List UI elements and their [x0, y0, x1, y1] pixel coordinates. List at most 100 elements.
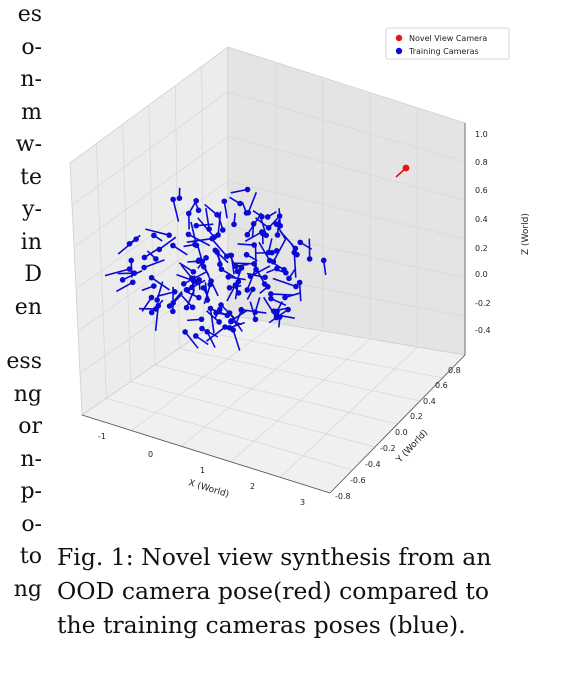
- training-camera-point: [220, 227, 226, 233]
- training-camera-point: [243, 210, 250, 216]
- training-camera-point: [141, 254, 148, 261]
- x-tick-label: 1: [200, 466, 205, 475]
- training-camera-point: [251, 261, 257, 267]
- caption-line-3: the training cameras poses (blue).: [57, 611, 466, 639]
- training-camera-point: [193, 242, 200, 249]
- training-camera-point: [238, 265, 245, 271]
- y-tick-label: 0.8: [448, 366, 461, 375]
- training-camera-direction: [268, 308, 289, 324]
- training-camera-point: [274, 232, 281, 238]
- training-camera-point: [216, 319, 222, 325]
- training-camera-direction: [246, 268, 257, 291]
- training-camera-point: [200, 285, 207, 291]
- training-camera-point: [185, 231, 192, 238]
- y-tick-label: -0.2: [380, 444, 396, 453]
- training-camera-point: [166, 232, 172, 238]
- training-camera-direction: [246, 272, 266, 279]
- training-camera-direction: [187, 279, 206, 291]
- training-camera-direction: [205, 207, 210, 230]
- training-camera-direction: [231, 262, 255, 265]
- training-camera-point: [228, 318, 234, 324]
- y-tick-label: -0.6: [350, 476, 366, 485]
- training-camera-point: [192, 333, 199, 339]
- left-column-fragment: es: [17, 2, 42, 27]
- training-camera-point: [230, 327, 236, 333]
- left-column-fragment: p-: [20, 479, 42, 504]
- y-tick-label: 0.4: [423, 397, 436, 406]
- training-camera-point: [151, 232, 157, 239]
- z-tick-label: 1.0: [475, 130, 488, 139]
- training-camera-point: [189, 275, 195, 281]
- training-camera-point: [170, 308, 176, 315]
- training-camera-point: [274, 308, 280, 315]
- training-camera-direction: [230, 188, 248, 194]
- training-camera-direction: [246, 212, 263, 236]
- training-camera-direction: [234, 309, 243, 327]
- y-tick-label: 0.6: [435, 381, 448, 390]
- training-camera-direction: [145, 228, 170, 236]
- training-camera-point: [198, 316, 205, 323]
- training-camera-direction: [272, 277, 297, 288]
- training-camera-point: [259, 213, 265, 220]
- training-camera-point: [244, 186, 251, 193]
- training-camera-direction: [205, 310, 220, 323]
- training-camera-point: [209, 235, 216, 242]
- left-column-fragment: ng: [13, 576, 42, 602]
- left-column-fragment: w-: [15, 132, 42, 157]
- legend-training-marker: [395, 47, 403, 55]
- z-tick-label: 0.0: [475, 270, 488, 279]
- training-camera-point: [166, 303, 173, 309]
- back-pane: [227, 46, 466, 356]
- z-tick-label: -0.4: [475, 326, 491, 335]
- training-camera-point: [223, 253, 230, 260]
- training-camera-direction: [216, 211, 224, 231]
- training-camera-direction: [197, 217, 215, 238]
- training-camera-point: [252, 316, 259, 323]
- training-camera-point: [237, 200, 243, 207]
- training-camera-point: [190, 268, 197, 275]
- training-camera-point: [243, 251, 250, 258]
- training-camera-direction: [172, 199, 180, 222]
- training-camera-point: [183, 304, 190, 311]
- legend-training-label: Training Cameras: [408, 47, 479, 56]
- y-tick-label: 0.0: [395, 428, 408, 437]
- training-camera-direction: [217, 211, 222, 236]
- training-camera-point: [153, 256, 159, 262]
- training-camera-point: [148, 274, 155, 281]
- training-camera-direction: [270, 293, 293, 296]
- left-column-fragment: ng: [13, 381, 42, 407]
- training-camera-point: [270, 258, 277, 265]
- training-camera-direction: [249, 301, 257, 320]
- training-camera-point: [199, 325, 205, 332]
- training-camera-direction: [158, 236, 177, 251]
- training-camera-direction: [168, 290, 183, 307]
- training-camera-point: [185, 210, 192, 217]
- training-camera-point: [261, 281, 268, 287]
- left-column-fragment: to: [19, 544, 42, 569]
- z-tick-label: 0.2: [475, 244, 488, 253]
- left-column-fragment: or: [18, 414, 42, 439]
- training-camera-point: [251, 242, 257, 248]
- y-tick-label: -0.8: [335, 492, 351, 501]
- training-camera-point: [320, 257, 327, 264]
- left-column-fragment: D: [24, 262, 42, 287]
- training-camera-point: [259, 229, 265, 235]
- training-camera-direction: [226, 284, 237, 302]
- left-column-fragment: ess: [6, 349, 42, 374]
- training-camera-direction: [244, 231, 263, 242]
- legend: Novel View Camera Training Cameras: [385, 27, 510, 60]
- training-camera-direction: [209, 308, 215, 334]
- training-camera-point: [212, 247, 219, 254]
- training-camera-point: [235, 290, 242, 296]
- z-tick-label: -0.2: [475, 299, 491, 308]
- training-camera-point: [207, 281, 214, 288]
- left-column-fragment: o-: [21, 511, 42, 537]
- training-camera-point: [268, 295, 274, 302]
- training-camera-direction: [272, 238, 287, 263]
- x-axis-label: X (World): [187, 478, 230, 500]
- training-camera-direction: [206, 331, 216, 348]
- training-camera-direction: [144, 246, 161, 259]
- training-camera-direction: [151, 277, 170, 291]
- training-camera-point: [231, 221, 237, 228]
- training-camera-direction: [183, 271, 207, 285]
